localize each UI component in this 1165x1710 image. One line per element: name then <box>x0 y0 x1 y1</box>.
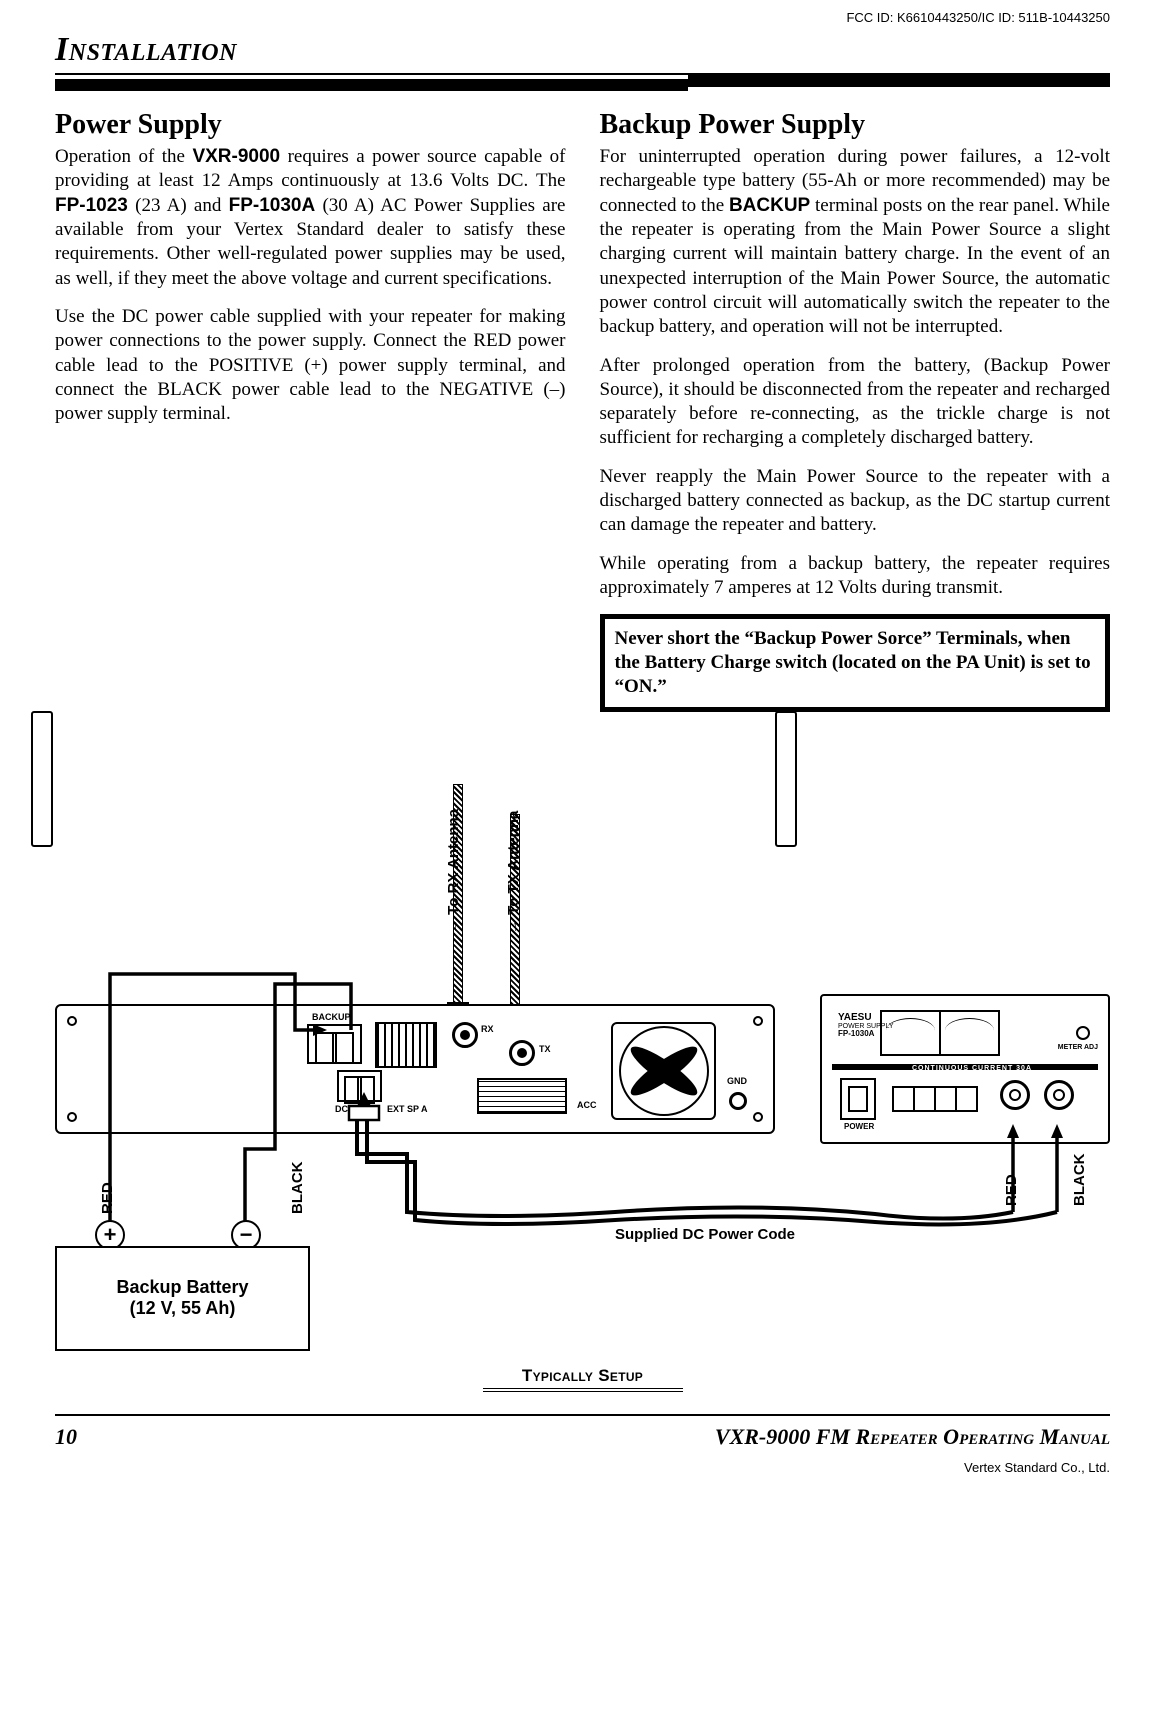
manual-title: VXR-9000 FM Repeater Operating Manual <box>715 1424 1110 1450</box>
caption-text: Typically Setup <box>522 1366 643 1385</box>
model-vxr9000: VXR-9000 <box>192 146 280 167</box>
chapter-heading: Installation <box>55 31 1110 69</box>
right-column: Backup Power Supply For uninterrupted op… <box>600 109 1111 712</box>
backup-p3: Never reapply the Main Power Source to t… <box>600 465 1111 538</box>
text: Operation of the <box>55 146 192 167</box>
left-column: Power Supply Operation of the VXR-9000 r… <box>55 109 566 712</box>
model-fp1030a: FP-1030A <box>229 195 316 216</box>
fcc-id-line: FCC ID: K6610443250/IC ID: 511B-10443250 <box>55 10 1110 25</box>
divider-thick-right <box>688 75 1110 87</box>
red-label-battery: RED <box>99 1182 116 1214</box>
backup-battery: Backup Battery (12 V, 55 Ah) <box>55 1246 310 1351</box>
battery-line1: Backup Battery <box>116 1277 248 1298</box>
red-label-psu: RED <box>1003 1174 1020 1206</box>
black-label-psu: BLACK <box>1071 1153 1088 1206</box>
divider-thick-left <box>55 79 688 91</box>
repeater-left-flange <box>31 711 53 847</box>
text: (23 A) and <box>128 195 229 216</box>
backup-p2: After prolonged operation from the batte… <box>600 354 1111 451</box>
caption-underline <box>483 1388 683 1392</box>
vendor-line: Vertex Standard Co., Ltd. <box>55 1460 1110 1475</box>
page-number: 10 <box>55 1424 77 1450</box>
backup-bold: BACKUP <box>729 195 810 216</box>
backup-heading: Backup Power Supply <box>600 109 1111 141</box>
backup-p1: For uninterrupted operation during power… <box>600 145 1111 340</box>
page-footer: 10 VXR-9000 FM Repeater Operating Manual <box>55 1414 1110 1450</box>
power-supply-heading: Power Supply <box>55 109 566 141</box>
warning-box: Never short the “Backup Power Sorce” Ter… <box>600 614 1111 711</box>
content-columns: Power Supply Operation of the VXR-9000 r… <box>55 109 1110 712</box>
text: terminal posts on the rear panel. While … <box>600 195 1111 338</box>
diagram-caption: Typically Setup <box>55 1366 1110 1392</box>
setup-diagram: → To RX Antenna → To TX Antenna BACKUP D… <box>55 714 1110 1364</box>
battery-line2: (12 V, 55 Ah) <box>130 1298 236 1319</box>
black-label-battery: BLACK <box>289 1161 306 1214</box>
model-fp1023: FP-1023 <box>55 195 128 216</box>
power-supply-p2: Use the DC power cable supplied with you… <box>55 305 566 427</box>
backup-p4: While operating from a backup battery, t… <box>600 552 1111 601</box>
dc-cable-label: Supplied DC Power Code <box>615 1226 795 1243</box>
power-supply-p1: Operation of the VXR-9000 requires a pow… <box>55 145 566 291</box>
